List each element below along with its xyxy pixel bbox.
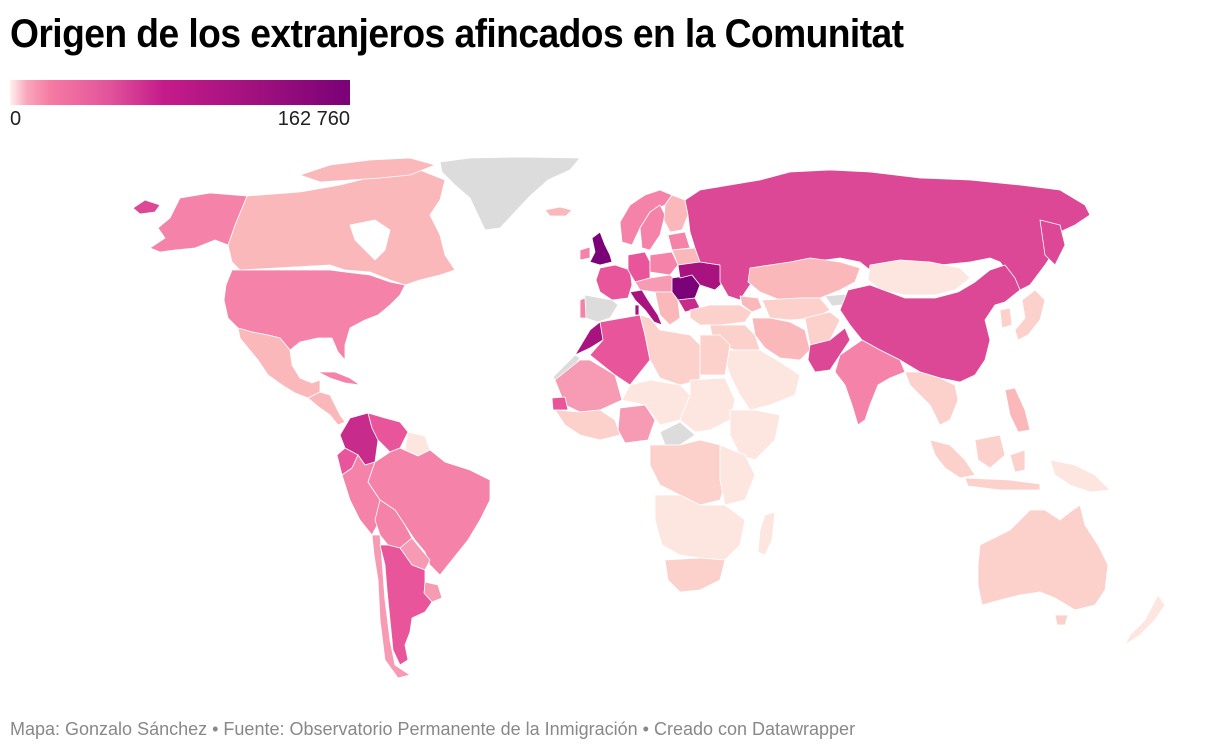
region-central-america[interactable] [307, 391, 346, 426]
region-east-africa[interactable] [719, 444, 756, 506]
region-alaska[interactable] [149, 192, 248, 253]
region-poland[interactable] [649, 251, 679, 276]
region-india[interactable] [834, 339, 906, 426]
region-caucasus[interactable] [739, 295, 763, 313]
region-argentina[interactable] [379, 544, 433, 666]
region-south-africa[interactable] [664, 557, 726, 593]
source-footer: Mapa: Gonzalo Sánchez • Fuente: Observat… [10, 719, 856, 739]
region-west-africa[interactable] [554, 409, 621, 441]
region-sulawesi[interactable] [1009, 449, 1026, 473]
region-iran[interactable] [751, 317, 811, 361]
legend-min-label: 0 [10, 108, 22, 130]
region-united-kingdom[interactable] [589, 231, 613, 266]
region-senegal[interactable] [551, 396, 569, 411]
legend-max-label: 162 760 [277, 108, 350, 130]
region-sardinia[interactable] [634, 304, 640, 316]
region-kamchatka[interactable] [1039, 219, 1066, 266]
region-new-zealand[interactable] [1124, 594, 1166, 646]
region-mongolia[interactable] [867, 259, 971, 296]
region-france[interactable] [595, 264, 633, 301]
region-new-guinea[interactable] [1049, 459, 1111, 493]
region-canada-arctic[interactable] [299, 157, 436, 183]
region-cuba[interactable] [317, 371, 361, 386]
region-horn-of-africa[interactable] [729, 409, 781, 461]
region-korea[interactable] [999, 307, 1013, 329]
region-japan[interactable] [1014, 289, 1046, 341]
region-ireland[interactable] [579, 246, 591, 261]
region-finland[interactable] [663, 194, 689, 233]
region-italy[interactable] [629, 289, 663, 326]
region-afghanistan[interactable] [804, 311, 841, 346]
region-southeast-asia[interactable] [904, 371, 959, 426]
chart-title: Origen de los extranjeros afincados en l… [10, 12, 904, 56]
region-central-africa[interactable] [649, 439, 731, 506]
color-legend: 0 162 760 [10, 80, 350, 131]
region-egypt[interactable] [699, 334, 731, 376]
region-indonesia[interactable] [929, 439, 976, 479]
hudson-bay [349, 219, 391, 261]
region-java[interactable] [964, 477, 1041, 491]
region-kazakhstan[interactable] [747, 257, 861, 301]
region-madagascar[interactable] [757, 511, 776, 556]
region-russia-far-west[interactable] [132, 199, 161, 215]
region-libya-tunisia[interactable] [639, 314, 701, 386]
region-sweden[interactable] [639, 204, 666, 251]
region-philippines[interactable] [1004, 387, 1031, 433]
region-turkey[interactable] [689, 304, 753, 326]
region-canada[interactable] [227, 169, 456, 286]
region-greenland[interactable] [439, 156, 581, 231]
region-borneo[interactable] [974, 434, 1006, 469]
region-chile[interactable] [371, 534, 411, 679]
region-mexico[interactable] [237, 327, 321, 399]
region-australia[interactable] [977, 504, 1109, 611]
region-car[interactable] [659, 421, 696, 446]
region-portugal[interactable] [579, 297, 587, 319]
region-tasmania[interactable] [1054, 614, 1069, 626]
region-arabia[interactable] [721, 349, 801, 411]
region-southern-africa[interactable] [654, 494, 746, 561]
world-map [132, 156, 1166, 679]
legend-gradient-bar [10, 80, 350, 105]
region-sudan[interactable] [679, 377, 736, 433]
region-iceland[interactable] [544, 206, 573, 217]
region-baltics[interactable] [667, 231, 691, 251]
